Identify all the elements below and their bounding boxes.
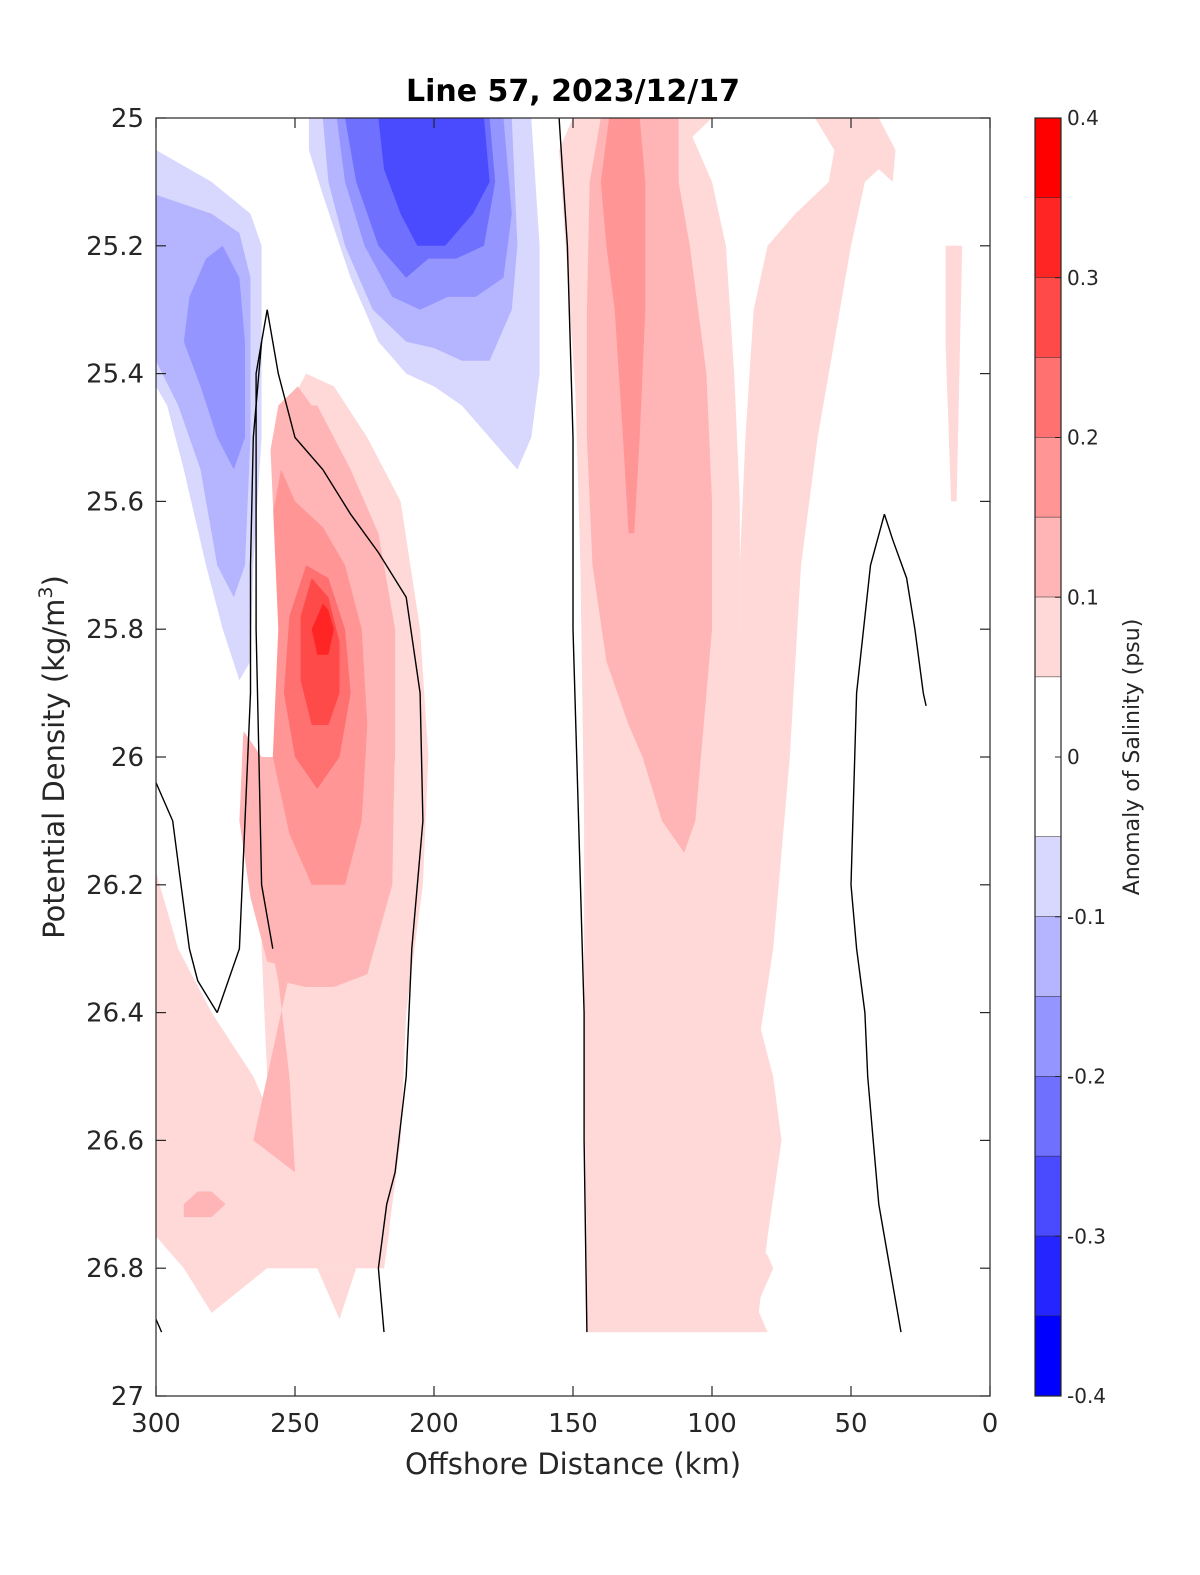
colorbar-label: Anomaly of Salinity (psu) bbox=[1120, 619, 1145, 896]
colorbar-band-8 bbox=[1035, 836, 1061, 918]
zero-contour-line-4 bbox=[558, 118, 588, 1333]
colorbar-band-2 bbox=[1035, 277, 1061, 359]
colorbar-band-10 bbox=[1035, 996, 1061, 1077]
colorbar-tick-label: 0 bbox=[1067, 745, 1080, 769]
colorbar-band-5 bbox=[1035, 517, 1061, 598]
colorbar-band-12 bbox=[1035, 1156, 1061, 1237]
contour-region-17 bbox=[156, 118, 323, 150]
colorbar-tick-label: 0.3 bbox=[1067, 266, 1099, 290]
colorbar-band-0 bbox=[1035, 118, 1061, 199]
x-axis-label: Offshore Distance (km) bbox=[405, 1447, 741, 1481]
y-tick-label: 25.6 bbox=[86, 487, 144, 517]
y-tick-label: 26 bbox=[111, 743, 144, 773]
y-tick-label: 26.6 bbox=[86, 1126, 144, 1156]
y-tick-label: 26.4 bbox=[86, 999, 144, 1029]
x-tick-label: 250 bbox=[270, 1409, 320, 1439]
colorbar-band-6 bbox=[1035, 597, 1061, 678]
contour-region-4 bbox=[923, 245, 963, 502]
zero-contour-line-0 bbox=[156, 782, 218, 1013]
y-tick-label: 25.4 bbox=[86, 360, 144, 390]
colorbar-tick-label: 0.2 bbox=[1067, 426, 1099, 450]
x-axis-ticks: 300 250 200 150 100 50 0 bbox=[131, 118, 998, 1439]
colorbar-band-14 bbox=[1035, 1316, 1061, 1397]
y-axis-label-superscript: 3 bbox=[35, 586, 57, 598]
x-tick-label: 0 bbox=[982, 1409, 999, 1439]
colorbar-band-9 bbox=[1035, 916, 1061, 998]
y-tick-label: 26.2 bbox=[86, 871, 144, 901]
contour-region-13 bbox=[600, 118, 646, 534]
contour-region-30 bbox=[378, 118, 490, 246]
colorbar-tick-label: -0.1 bbox=[1067, 905, 1106, 929]
colorbar-tick-label: 0.4 bbox=[1067, 106, 1099, 130]
y-tick-label: 25 bbox=[111, 104, 144, 134]
chart-title: Line 57, 2023/12/17 bbox=[406, 74, 740, 109]
y-axis-label-close: ) bbox=[37, 575, 71, 586]
colorbar-tick-label: -0.3 bbox=[1067, 1224, 1106, 1248]
zero-contour-line-1 bbox=[216, 309, 424, 1333]
contour-region-16 bbox=[311, 603, 334, 655]
colorbar bbox=[1034, 117, 1062, 1397]
contour-fill-layer bbox=[156, 118, 963, 1333]
contour-region-21 bbox=[456, 776, 557, 1269]
colorbar-tick-label: 0.1 bbox=[1067, 585, 1099, 609]
contour-region-22 bbox=[867, 1108, 907, 1333]
contour-region-27 bbox=[183, 245, 245, 470]
x-tick-label: 300 bbox=[131, 1409, 181, 1439]
x-tick-label: 100 bbox=[687, 1409, 737, 1439]
colorbar-band-1 bbox=[1035, 197, 1061, 279]
y-tick-label: 25.2 bbox=[86, 232, 144, 262]
colorbar-tick-label: -0.4 bbox=[1067, 1384, 1106, 1408]
zero-contour-layer bbox=[156, 118, 927, 1333]
y-axis-label: Potential Density (kg/m3) bbox=[35, 575, 71, 939]
y-tick-label: 26.8 bbox=[86, 1254, 144, 1284]
y-tick-label: 27 bbox=[111, 1382, 144, 1412]
x-tick-label: 50 bbox=[834, 1409, 867, 1439]
contour-region-10 bbox=[183, 1191, 226, 1218]
x-tick-label: 200 bbox=[409, 1409, 459, 1439]
y-axis-label-main: Potential Density (kg/m bbox=[37, 599, 71, 939]
contour-region-5 bbox=[823, 118, 840, 138]
colorbar-tick-label: -0.2 bbox=[1067, 1065, 1106, 1089]
zero-contour-line-6 bbox=[850, 514, 902, 1333]
x-tick-label: 150 bbox=[548, 1409, 598, 1439]
colorbar-band-4 bbox=[1035, 437, 1061, 518]
zero-contour-line-2 bbox=[156, 1319, 163, 1333]
zero-contour-line-3 bbox=[255, 341, 274, 949]
colorbar-band-3 bbox=[1035, 357, 1061, 438]
colorbar-band-13 bbox=[1035, 1236, 1061, 1317]
y-axis-ticks: 25 25.2 25.4 25.6 25.8 26 26.2 26.4 26.6 26.8 27 bbox=[86, 104, 990, 1412]
colorbar-ticks: 0.4 0.3 0.2 0.1 0 -0.1 -0.2 -0.3 -0.4 bbox=[1055, 106, 1106, 1408]
colorbar-band-11 bbox=[1035, 1076, 1061, 1157]
zero-contour-line-5 bbox=[883, 513, 927, 707]
y-tick-label: 25.8 bbox=[86, 615, 144, 645]
